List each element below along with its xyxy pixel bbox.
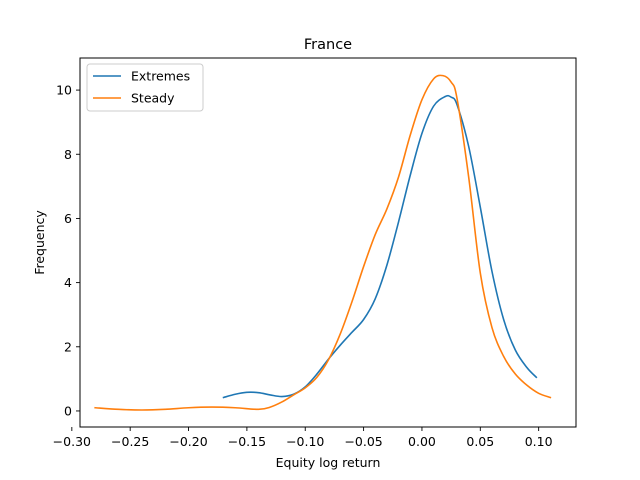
chart-title: France — [304, 37, 352, 53]
x-tick-label: −0.20 — [169, 434, 207, 449]
x-tick-label: −0.05 — [344, 434, 382, 449]
y-tick-label: 0 — [64, 403, 72, 418]
y-axis-label: Frequency — [32, 210, 47, 275]
legend: Extremes Steady — [86, 63, 204, 112]
plot-lines — [94, 74, 552, 411]
y-axis-ticks: 0 2 4 6 8 10 — [56, 83, 80, 418]
x-tick-label: 0.00 — [408, 434, 436, 449]
legend-label-steady: Steady — [131, 91, 175, 106]
x-tick-label: 0.10 — [525, 434, 553, 449]
legend-label-extremes: Extremes — [131, 69, 190, 84]
x-axis-ticks: −0.30 −0.25 −0.20 −0.15 −0.10 −0.05 0.00 0.05 0.… — [53, 427, 553, 449]
y-tick-label: 6 — [64, 211, 72, 226]
y-tick-label: 8 — [64, 147, 72, 162]
x-axis-label: Equity log return — [276, 455, 381, 470]
y-tick-label: 4 — [64, 275, 72, 290]
x-tick-label: −0.10 — [286, 434, 324, 449]
axes-frame — [79, 57, 577, 428]
x-tick-label: 0.05 — [466, 434, 494, 449]
x-tick-label: −0.30 — [53, 434, 91, 449]
y-tick-label: 10 — [56, 83, 72, 98]
y-tick-label: 2 — [64, 339, 72, 354]
series-line-steady — [94, 74, 552, 411]
series-line-extremes — [222, 94, 538, 399]
x-tick-label: −0.15 — [228, 434, 266, 449]
x-tick-label: −0.25 — [111, 434, 149, 449]
